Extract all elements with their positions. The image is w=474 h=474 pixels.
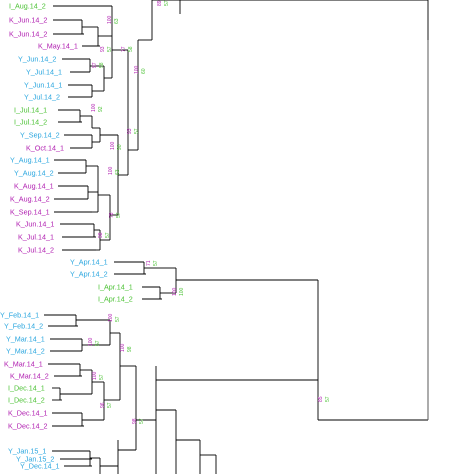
leaf-label: K_Aug.14_2 [10,195,50,204]
leaf-label: K_Oct.14_1 [26,144,64,153]
support-value: 58 [128,46,134,52]
support-value: 96 [100,402,106,408]
leaf-label: K_Mar.14_2 [10,372,49,381]
support-value: 100 [92,371,98,380]
leaf-label: K_Sep.14_1 [10,208,50,217]
leaf-label: Y_Jun.14_1 [24,81,62,90]
leaf-label: Y_Mar.14_1 [6,335,45,344]
support-value: 77 [121,46,127,52]
leaf-label: K_Dec.14_1 [8,409,48,418]
support-value: 57 [99,374,105,380]
leaf-label: I_Apr.14_2 [98,295,133,304]
support-value: 57 [107,402,113,408]
support-value: 57 [134,128,140,134]
support-value: 100 [179,287,185,296]
leaf-label: K_Mar.14_1 [4,360,43,369]
leaf-label: Y_Sep.14_2 [20,131,60,140]
support-value: 71 [146,260,152,266]
support-value: 100 [108,166,114,175]
support-value: 92 [98,106,104,112]
leaf-label: Y_Aug.14_1 [10,156,50,165]
leaf-label: I_Dec.14_2 [8,396,45,405]
support-value: 90 [117,144,123,150]
leaf-label: I_Apr.14_1 [98,283,133,292]
support-value: 57 [105,232,111,238]
leaf-label: Y_Apr.14_1 [70,258,108,267]
leaf-label: Y_Jan.15_1 [8,447,46,456]
leaf-label: K_Jun.14_2 [9,16,47,25]
support-value: 98 [132,418,138,424]
leaf-label: K_Jul.14_2 [18,246,54,255]
leaf-label: Y_Dec.14_1 [20,462,60,471]
support-value: 57 [107,46,113,52]
support-value: 85 [318,396,324,402]
support-value: 100 [88,337,94,346]
support-value: 100 [91,103,97,112]
leaf-label: K_Dec.14_2 [8,422,48,431]
leaf-label: I_Dec.14_1 [8,384,45,393]
support-value: 100 [172,287,178,296]
support-value: 93 [100,46,106,52]
support-value: 57 [139,418,145,424]
support-value: 78 [109,212,115,218]
leaf-label: K_May.14_1 [38,42,78,51]
support-value: 63 [115,169,121,175]
leaf-label: Y_Jan.15_2 [16,455,54,464]
leaf-label: Y_Jul.14_2 [24,93,60,102]
leaf-label: I_Jul.14_1 [14,106,47,115]
leaf-label: Y_Jul.14_1 [26,68,62,77]
leaf-label: Y_Mar.14_2 [6,347,45,356]
leaf-label: Y_Aug.14_2 [14,169,54,178]
leaf-label: Y_Feb.14_2 [4,322,43,331]
support-value: 57 [164,0,170,6]
support-value: 100 [110,141,116,150]
support-value: 57 [115,316,121,322]
support-value: 93 [127,128,133,134]
support-value: 100 [120,343,126,352]
support-value: 100 [134,65,140,74]
leaf-label: K_Aug.14_1 [14,182,54,191]
support-value: 98 [98,232,104,238]
support-value: 58 [99,62,105,68]
leaf-label: I_Jul.14_2 [14,118,47,127]
support-value: 100 [107,15,113,24]
support-value: 60 [141,68,147,74]
leaf-label: I_Aug.14_2 [9,2,46,11]
leaf-label: Y_Jun.14_2 [18,55,56,64]
leaf-label: K_Jul.14_1 [18,233,54,242]
leaf-label: Y_Apr.14_2 [70,270,108,279]
support-value: 98 [127,346,133,352]
support-value: 89 [157,0,163,6]
support-value: 57 [95,340,101,346]
leaf-label: K_Jun.14_1 [16,220,54,229]
support-value: 63 [114,18,120,24]
support-value: 97 [92,62,98,68]
leaf-label: Y_Feb.14_1 [0,311,39,320]
support-value: 57 [116,212,122,218]
support-value: 57 [325,396,331,402]
support-value: 100 [108,313,114,322]
support-value: 57 [153,260,159,266]
leaf-label: K_Jun.14_2 [9,30,47,39]
